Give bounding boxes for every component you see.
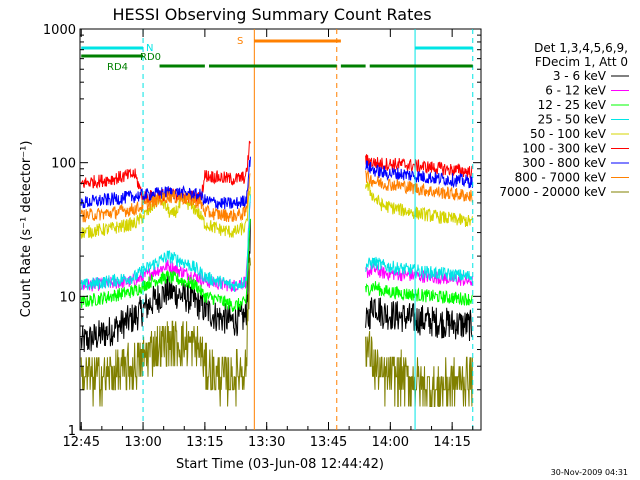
flag-label-rd4: RD4	[107, 62, 128, 73]
plot-frame	[79, 28, 482, 431]
legend-entry-4: 50 - 100 keV	[530, 127, 607, 141]
x-tick-label-1: 13:00	[124, 435, 161, 450]
series-line-6	[80, 156, 473, 210]
legend-entry-2: 12 - 25 keV	[538, 98, 607, 112]
x-tick-label-2: 13:15	[186, 435, 223, 450]
legend-entry-3: 25 - 50 keV	[538, 113, 607, 127]
legend-entry-8: 7000 - 20000 keV	[499, 185, 606, 199]
flag-label-rd0: RD0	[140, 52, 161, 63]
legend-header-1: Det 1,3,4,5,6,9,	[534, 41, 628, 55]
x-axis-label: Start Time (03-Jun-08 12:44:42)	[176, 457, 384, 472]
x-tick-label-0: 12:45	[63, 435, 100, 450]
x-tick-label-3: 13:30	[248, 435, 285, 450]
y-tick-label-2: 100	[51, 157, 76, 172]
legend-entry-1: 6 - 12 keV	[545, 84, 607, 98]
legend-entry-7: 800 - 7000 keV	[515, 171, 607, 185]
series-line-3	[80, 194, 473, 292]
x-tick-label-6: 14:15	[433, 435, 470, 450]
series-line-0	[80, 219, 473, 353]
flag-label-s: S	[237, 36, 243, 47]
x-tick-label-5: 14:00	[372, 435, 409, 450]
series-line-4	[80, 181, 473, 239]
series-line-2	[80, 218, 473, 312]
y-tick-label-1: 10	[59, 290, 76, 305]
y-axis-label: Count Rate (s⁻¹ detector⁻¹)	[19, 141, 34, 318]
y-tick-label-0: 1	[68, 424, 76, 439]
legend-header-2: FDecim 1, Att 0	[535, 55, 628, 69]
legend-entry-0: 3 - 6 keV	[553, 69, 607, 83]
legend-entry-5: 100 - 300 keV	[522, 142, 606, 156]
flag-label-n: N	[146, 43, 153, 54]
legend-entry-6: 300 - 800 keV	[522, 156, 606, 170]
x-tick-label-4: 13:45	[310, 435, 347, 450]
series-line-7	[80, 170, 473, 223]
chart-title: HESSI Observing Summary Count Rates	[112, 5, 431, 24]
footer-date: 30-Nov-2009 04:31	[551, 468, 628, 477]
series-line-8	[80, 257, 473, 407]
y-tick-label-3: 1000	[43, 23, 76, 38]
